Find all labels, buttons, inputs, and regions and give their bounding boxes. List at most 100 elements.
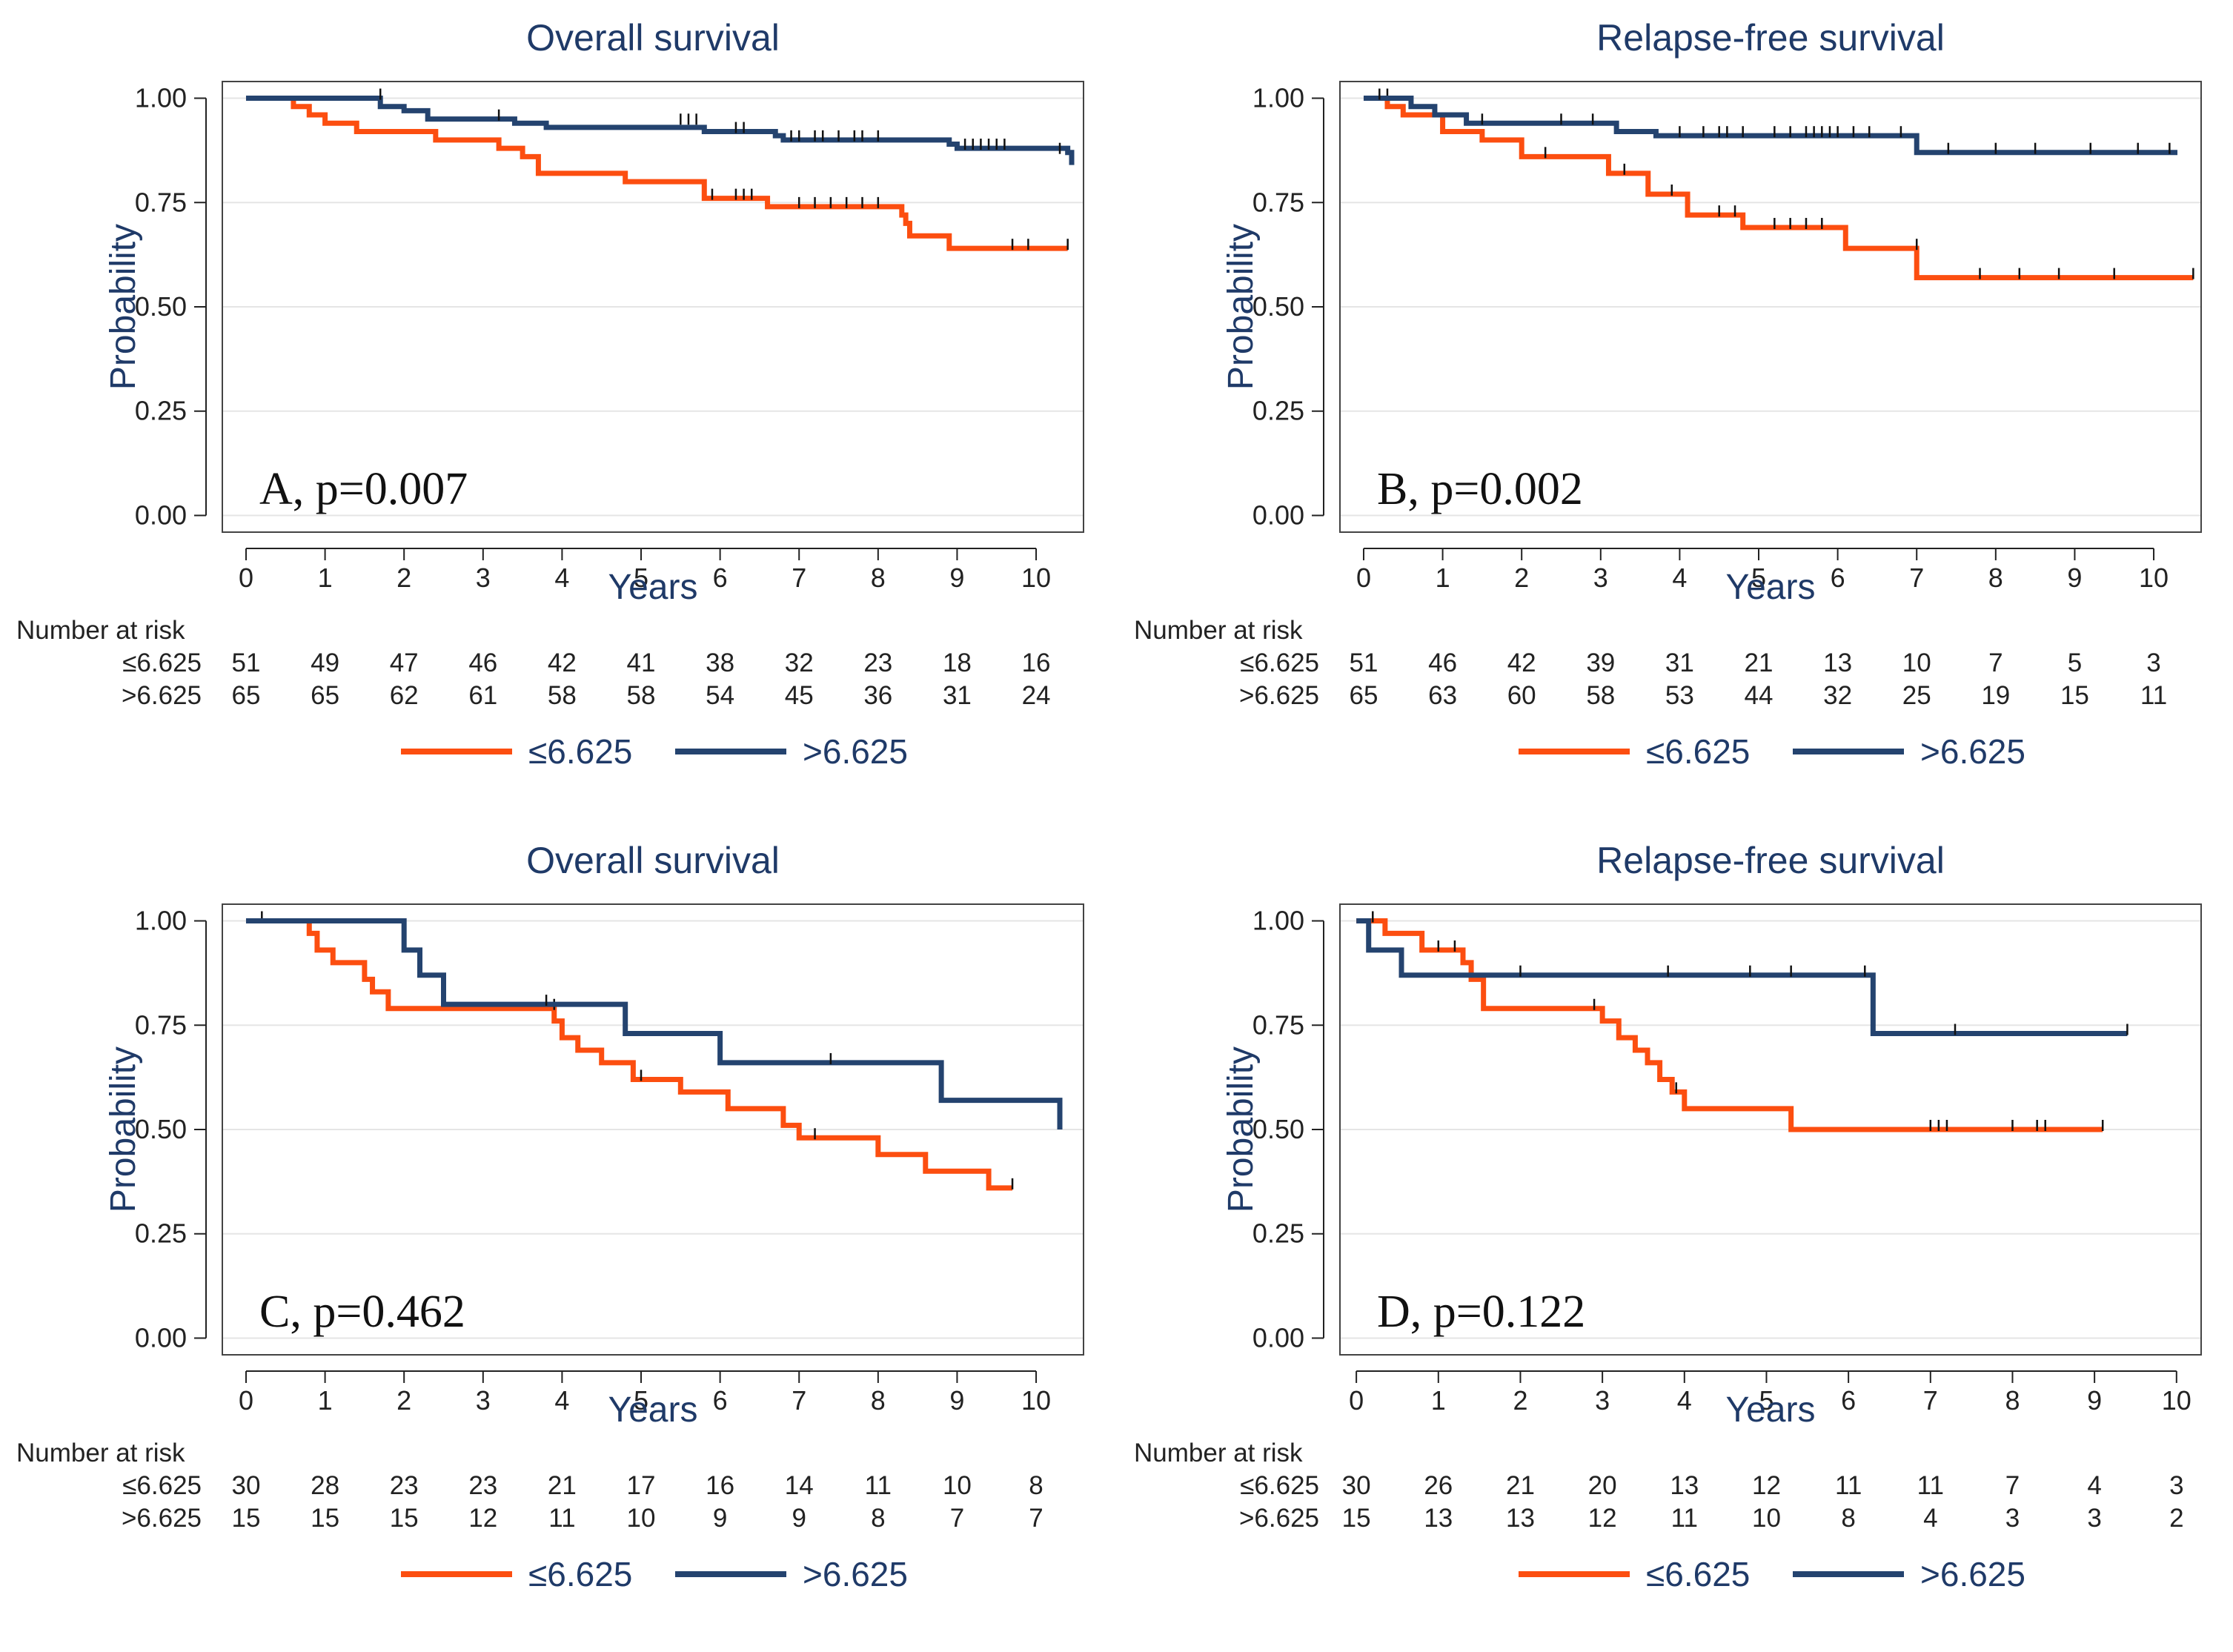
risk-count: 13 <box>1670 1471 1699 1500</box>
y-tick-label: 0.00 <box>1252 1322 1304 1353</box>
x-tick-label: 4 <box>1677 1385 1692 1416</box>
risk-count: 31 <box>943 681 972 710</box>
x-tick-label: 6 <box>1841 1385 1856 1416</box>
risk-count: 63 <box>1428 681 1457 710</box>
risk-count: 4 <box>1923 1504 1937 1533</box>
x-tick-label: 3 <box>1595 1385 1610 1416</box>
risk-count: 18 <box>943 648 972 677</box>
risk-count: 53 <box>1665 681 1694 710</box>
risk-count: 60 <box>1507 681 1536 710</box>
risk-count: 8 <box>1841 1504 1855 1533</box>
legend-label-low: ≤6.625 <box>528 732 632 771</box>
risk-count: 17 <box>627 1471 656 1500</box>
legend-label-low: ≤6.625 <box>528 1555 632 1593</box>
risk-count: 23 <box>390 1471 419 1500</box>
legend-label-high: >6.625 <box>803 1555 908 1593</box>
panel-a-overall-survival: Overall survival 0.00 0.25 0.50 0.75 1.00 0 1 2 3… <box>0 0 1115 826</box>
risk-count: 38 <box>706 648 734 677</box>
risk-count: 7 <box>2005 1471 2020 1500</box>
risk-count: 10 <box>1752 1504 1781 1533</box>
x-tick-label: 1 <box>1436 563 1450 593</box>
y-tick-label: 1.00 <box>135 906 187 936</box>
risk-row-label: ≤6.625 <box>1240 648 1319 677</box>
risk-count: 7 <box>1029 1504 1043 1533</box>
x-tick-label: 8 <box>1988 563 2003 593</box>
risk-count: 3 <box>2146 648 2160 677</box>
x-tick-label: 3 <box>476 563 491 593</box>
y-axis-title: Probability <box>1221 1046 1261 1213</box>
risk-count: 51 <box>232 648 261 677</box>
x-tick-label: 7 <box>1909 563 1924 593</box>
risk-count: 15 <box>311 1504 339 1533</box>
risk-count: 19 <box>1981 681 2010 710</box>
risk-count: 15 <box>2060 681 2089 710</box>
risk-count: 28 <box>311 1471 339 1500</box>
risk-count: 31 <box>1665 648 1694 677</box>
x-tick-label: 2 <box>397 1385 411 1416</box>
x-tick-label: 8 <box>871 1385 886 1416</box>
risk-count: 46 <box>1428 648 1457 677</box>
x-tick-label: 5 <box>634 563 648 593</box>
risk-count: 7 <box>1988 648 2003 677</box>
y-tick-label: 0.25 <box>135 396 187 426</box>
panel-letter: D <box>1377 1287 1410 1337</box>
x-tick-label: 2 <box>1513 1385 1527 1416</box>
x-tick-label: 3 <box>1593 563 1608 593</box>
risk-count: 2 <box>2169 1504 2183 1533</box>
risk-count: 8 <box>1029 1471 1043 1500</box>
risk-count: 3 <box>2005 1504 2020 1533</box>
x-tick-label: 9 <box>2067 563 2082 593</box>
chart-title: Relapse-free survival <box>1596 840 1945 881</box>
y-tick-label: 1.00 <box>1252 83 1304 113</box>
risk-count: 23 <box>863 648 892 677</box>
risk-count: 58 <box>627 681 656 710</box>
risk-count: 8 <box>871 1504 885 1533</box>
x-tick-label: 6 <box>1831 563 1845 593</box>
panel-annotation: D, p=0.122 <box>1377 1287 1585 1337</box>
x-tick-label: 5 <box>634 1385 648 1416</box>
risk-count: 5 <box>2068 648 2082 677</box>
risk-count: 12 <box>1588 1504 1617 1533</box>
plot-frame <box>1339 81 2202 533</box>
risk-count: 26 <box>1424 1471 1453 1500</box>
x-tick-label: 4 <box>554 1385 569 1416</box>
x-tick-label: 0 <box>239 1385 253 1416</box>
risk-count: 12 <box>1752 1471 1781 1500</box>
chart-title: Overall survival <box>526 840 780 881</box>
risk-count: 49 <box>311 648 339 677</box>
km-curve-high <box>245 918 1063 1129</box>
x-tick-label: 7 <box>1923 1385 1938 1416</box>
x-tick-label: 0 <box>1356 563 1371 593</box>
y-tick-label: 0.50 <box>1252 1114 1304 1144</box>
y-tick-label: 0.00 <box>135 1322 187 1353</box>
risk-row-label: >6.625 <box>122 1504 202 1533</box>
risk-count: 12 <box>468 1504 497 1533</box>
risk-count: 9 <box>713 1504 727 1533</box>
risk-row-label: >6.625 <box>122 681 202 710</box>
risk-count: 32 <box>1823 681 1852 710</box>
x-axis-title: Years <box>608 1390 698 1430</box>
risk-count: 3 <box>2169 1471 2183 1500</box>
x-tick-label: 4 <box>554 563 569 593</box>
chart-svg-d: Relapse-free survival 0.00 0.25 0.50 0.75 1.0… <box>1134 840 2202 1593</box>
y-axis-title: Probability <box>1221 224 1261 390</box>
x-tick-label: 0 <box>239 563 253 593</box>
y-tick-label: 0.25 <box>1252 1218 1304 1249</box>
y-tick-label: 0.75 <box>1252 1009 1304 1040</box>
risk-table-heading: Number at risk <box>16 1439 185 1467</box>
risk-count: 20 <box>1588 1471 1617 1500</box>
legend-label-high: >6.625 <box>1920 732 2025 771</box>
risk-count: 11 <box>548 1504 575 1533</box>
chart-title: Overall survival <box>526 17 780 59</box>
y-tick-label: 0.25 <box>1252 396 1304 426</box>
risk-count: 15 <box>232 1504 261 1533</box>
y-tick-label: 0.50 <box>135 1114 187 1144</box>
risk-count: 7 <box>950 1504 964 1533</box>
panel-annotation: C, p=0.462 <box>259 1287 465 1337</box>
y-axis-title: Probability <box>104 224 143 390</box>
risk-count: 3 <box>2087 1504 2101 1533</box>
panel-letter: A <box>259 464 293 514</box>
panel-letter: B <box>1377 464 1407 514</box>
